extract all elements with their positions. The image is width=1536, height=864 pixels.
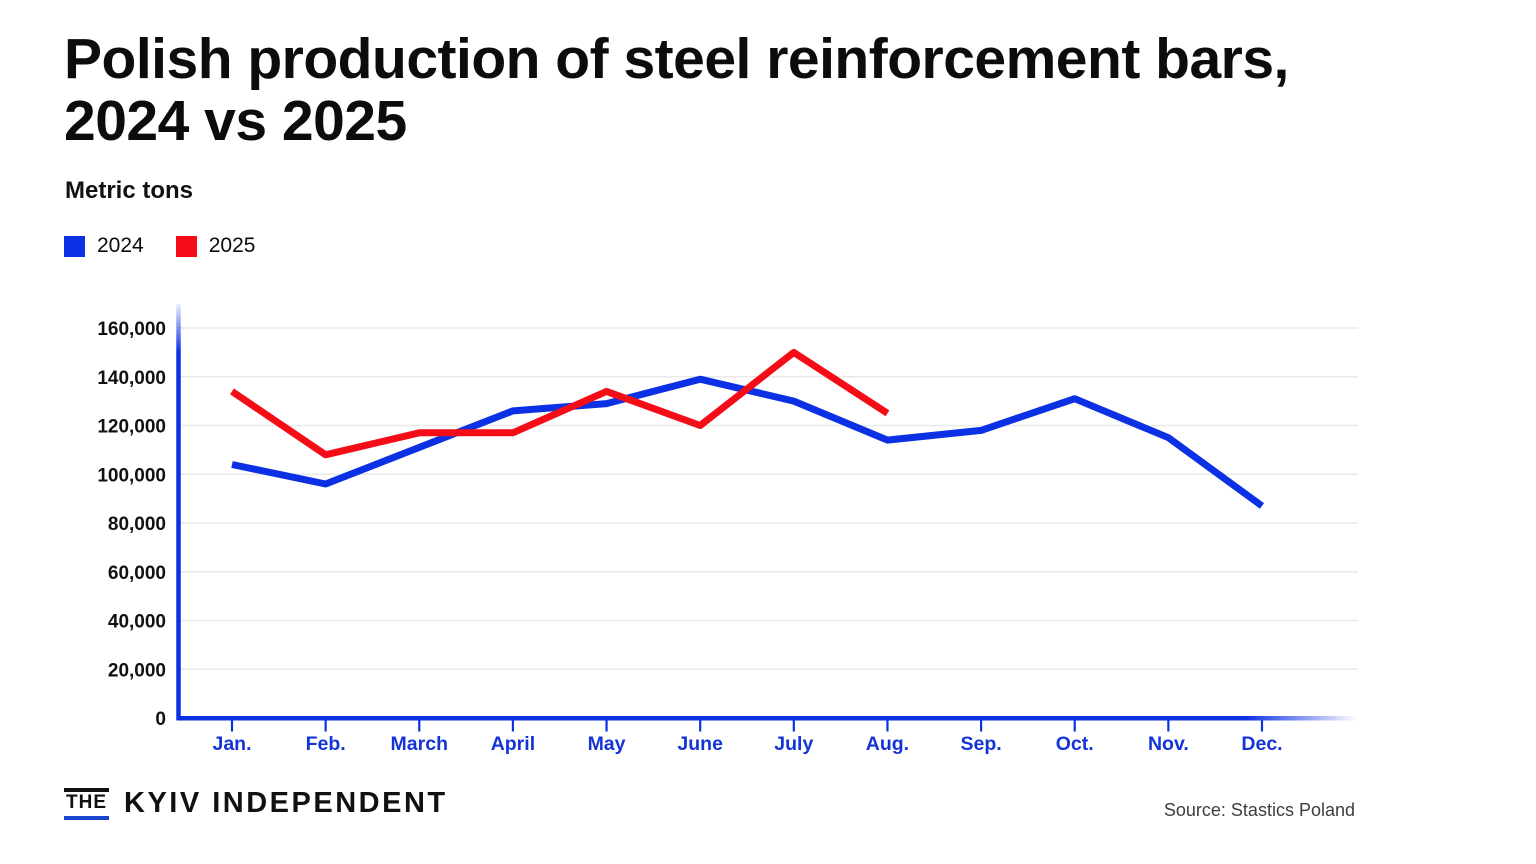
source-credit: Source: Stastics Poland	[1163, 800, 1355, 820]
chart-title: Polish production of steel reinforcement…	[64, 28, 1484, 152]
line-chart: 0 20,000 40,000 60,000 80,000 100,000 120,000 1…	[0, 290, 1536, 790]
y-tick-label: 160,000	[97, 319, 166, 340]
axis-unit-label: Metric tons	[65, 177, 194, 204]
legend-label: 2025	[208, 234, 256, 257]
legend-label: 2024	[97, 234, 144, 257]
legend: 2024 2025	[64, 234, 255, 258]
logo-name: KYIV INDEPENDENT	[124, 787, 448, 819]
y-tick-label: 20,000	[108, 660, 166, 681]
x-tick-label: March	[391, 733, 448, 755]
legend-swatch	[64, 235, 85, 257]
y-tick-label: 140,000	[97, 368, 166, 389]
kyiv-independent-logo: THE KYIV INDEPENDENT	[64, 787, 448, 820]
y-tick-label: 80,000	[108, 514, 166, 535]
y-tick-label: 60,000	[108, 563, 166, 584]
chart-title-line1: Polish production of steel reinforcement…	[64, 27, 1289, 91]
legend-swatch	[175, 235, 197, 257]
x-tick-label: Dec.	[1241, 733, 1282, 755]
x-tick-label: April	[491, 733, 535, 755]
line-chart-svg: 0 20,000 40,000 60,000 80,000 100,000 120,000 1…	[97, 304, 1358, 755]
x-tick-label: May	[588, 733, 626, 755]
series-2025-line	[230, 348, 890, 459]
chart-title-line2: 2024 vs 2025	[64, 89, 407, 153]
x-tick-label: Sep.	[960, 733, 1001, 755]
x-tick-label: Nov.	[1148, 733, 1189, 755]
x-tick-label: Feb.	[306, 733, 346, 755]
legend-item-2025: 2025	[175, 234, 256, 258]
x-tick-label: July	[774, 733, 813, 755]
y-tick-label: 120,000	[97, 417, 166, 438]
x-tick-label: Jan.	[212, 733, 251, 755]
y-tick-label: 40,000	[108, 612, 166, 633]
x-tick-label: Oct.	[1056, 733, 1094, 755]
y-tick-label: 0	[155, 709, 166, 730]
x-tick-label: Aug.	[866, 733, 909, 755]
logo-the: THE	[64, 787, 109, 820]
x-tick-label: June	[677, 733, 723, 755]
y-tick-label: 100,000	[97, 465, 166, 486]
legend-item-2024: 2024	[64, 234, 144, 258]
